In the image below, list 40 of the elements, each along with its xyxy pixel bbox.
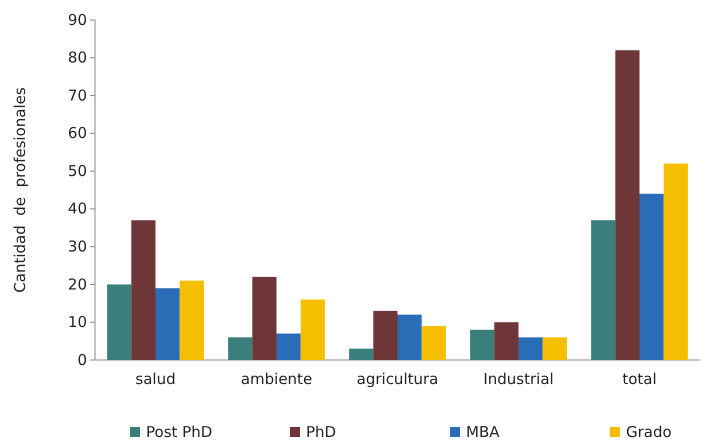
bar bbox=[373, 310, 398, 360]
bar bbox=[664, 164, 688, 360]
x-tick-label: Industrial bbox=[483, 370, 554, 388]
y-tick-label: 0 bbox=[77, 350, 87, 369]
x-tick-label: ambiente bbox=[240, 370, 312, 388]
bar bbox=[591, 220, 616, 360]
bar bbox=[494, 322, 518, 360]
y-tick-label: 10 bbox=[68, 313, 87, 332]
bar bbox=[131, 220, 156, 360]
y-tick-label: 80 bbox=[68, 48, 87, 67]
legend-label: PhD bbox=[306, 423, 336, 441]
x-tick-label: total bbox=[622, 370, 657, 388]
bar bbox=[156, 288, 180, 360]
bar bbox=[276, 334, 301, 360]
bar bbox=[422, 326, 446, 360]
bar bbox=[398, 314, 422, 360]
bar bbox=[640, 194, 664, 360]
y-tick-label: 40 bbox=[68, 200, 87, 218]
bar bbox=[542, 337, 567, 360]
bar bbox=[300, 300, 325, 360]
bar bbox=[349, 348, 374, 360]
y-tick-label: 30 bbox=[68, 237, 87, 256]
x-tick-label: salud bbox=[135, 370, 176, 388]
y-tick-label: 50 bbox=[68, 162, 87, 180]
x-tick-label: agricultura bbox=[356, 370, 438, 388]
y-tick-label: 90 bbox=[68, 10, 87, 29]
legend-label: MBA bbox=[466, 423, 500, 441]
bar bbox=[228, 337, 252, 360]
bar bbox=[180, 280, 204, 360]
bar bbox=[252, 276, 276, 360]
legend-label: Post PhD bbox=[146, 423, 212, 441]
y-tick-label: 60 bbox=[68, 124, 87, 142]
legend-label: Grado bbox=[626, 423, 672, 441]
bar bbox=[470, 330, 494, 360]
y-axis-title: Cantidad de profesionales bbox=[11, 87, 29, 293]
bar bbox=[107, 284, 132, 360]
bar bbox=[518, 337, 543, 360]
y-tick-label: 20 bbox=[68, 275, 87, 294]
y-tick-label: 70 bbox=[68, 86, 87, 104]
bar bbox=[615, 50, 640, 360]
